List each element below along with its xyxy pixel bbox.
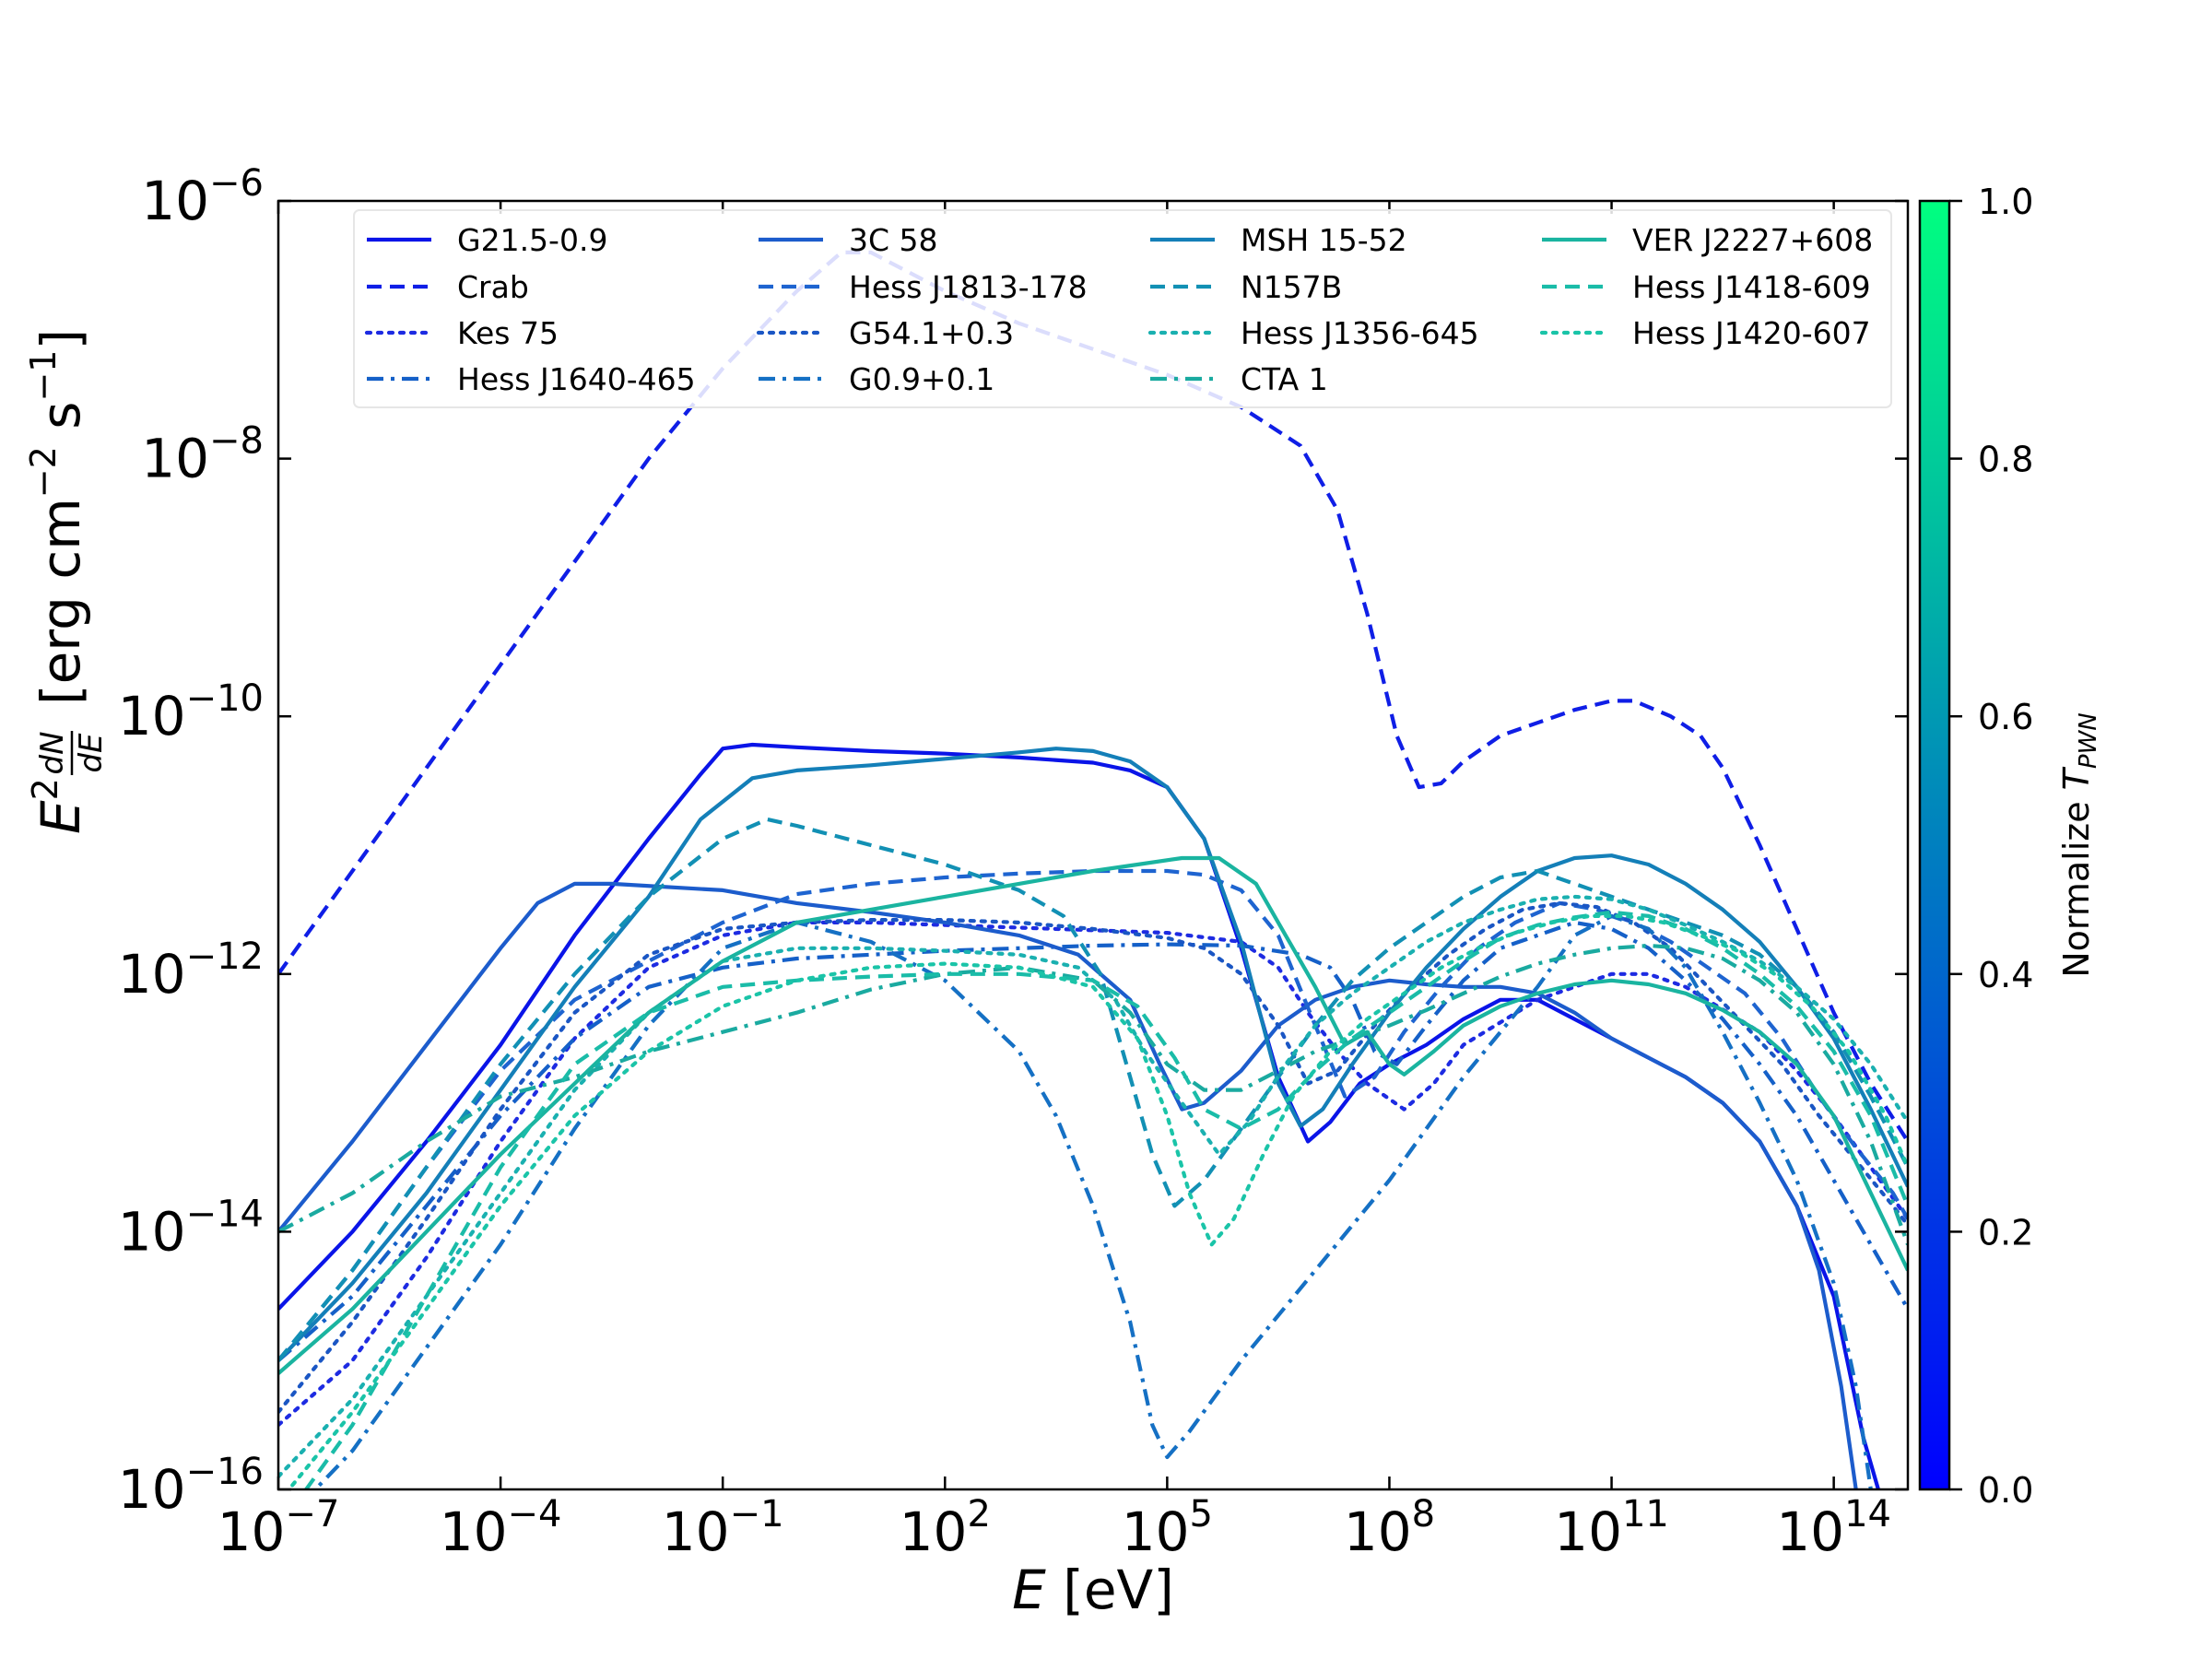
legend-label: G0.9+0.1 xyxy=(849,361,994,397)
series-line-cta-1 xyxy=(278,943,1908,1246)
x-axis-label: E [eV] xyxy=(1012,1559,1174,1621)
legend-label: MSH 15-52 xyxy=(1241,222,1407,258)
x-tick-label: 102 xyxy=(900,1493,991,1563)
legend-label: G54.1+0.3 xyxy=(849,315,1014,351)
legend-label: Kes 75 xyxy=(457,315,559,351)
legend: G21.5-0.9 Crab Kes 75 Hess J1640-465 3C 58 He… xyxy=(353,209,1892,408)
colorbar: 0.0 0.2 0.4 0.6 0.8 1.0 Normalize TPWN xyxy=(1918,182,2102,1511)
x-tick-label: 10−7 xyxy=(218,1493,340,1563)
x-tick-label: 10−1 xyxy=(662,1493,784,1563)
svg-text:[erg cm−2 s−1]: [erg cm−2 s−1] xyxy=(23,329,92,705)
x-tick-label: 108 xyxy=(1344,1493,1435,1563)
legend-label: Crab xyxy=(457,269,529,305)
colorbar-tick-label: 0.4 xyxy=(1978,955,2033,995)
colorbar-tick-label: 0.0 xyxy=(1978,1470,2033,1511)
legend-label: Hess J1418-609 xyxy=(1632,269,1871,305)
svg-text:E2: E2 xyxy=(25,778,92,834)
legend-label: Hess J1356-645 xyxy=(1241,315,1479,351)
colorbar-tick-label: 0.8 xyxy=(1978,440,2033,480)
y-tick-label: 10−8 xyxy=(141,420,264,490)
legend-label: 3C 58 xyxy=(849,222,938,258)
svg-text:dE: dE xyxy=(73,733,110,773)
legend-entry: CTA 1 xyxy=(1150,361,1328,397)
legend-entry: MSH 15-52 xyxy=(1150,222,1407,258)
series-line-g0-9-0-1 xyxy=(312,913,1873,1489)
series-line-g54-1-0-3 xyxy=(278,900,1908,1415)
legend-entry: Hess J1420-607 xyxy=(1539,315,1871,351)
series-line-3c-58 xyxy=(278,881,1858,1489)
series-line-kes-75 xyxy=(278,920,1908,1428)
series-line-msh-15-52 xyxy=(278,747,1908,1362)
series-line-g21-5-0-9 xyxy=(278,742,1880,1489)
y-axis: 10−16 10−14 10−12 10−10 10−8 10−6 xyxy=(118,162,1908,1521)
legend-entry: Crab xyxy=(367,269,529,305)
legend-label: Hess J1813-178 xyxy=(849,269,1088,305)
legend-entry: G0.9+0.1 xyxy=(759,361,994,397)
colorbar-tick-label: 0.2 xyxy=(1978,1212,2033,1253)
legend-label: G21.5-0.9 xyxy=(457,222,607,258)
legend-entry: Hess J1640-465 xyxy=(367,361,696,397)
legend-label: VER J2227+608 xyxy=(1632,222,1873,258)
colorbar-tick-label: 1.0 xyxy=(1978,182,2033,222)
x-tick-label: 1011 xyxy=(1554,1493,1669,1563)
legend-label: Hess J1640-465 xyxy=(457,361,696,397)
legend-label: N157B xyxy=(1241,269,1342,305)
legend-entry: N157B xyxy=(1150,269,1342,305)
legend-frame xyxy=(353,209,1892,408)
curves-layer xyxy=(278,250,1908,1489)
legend-entry: Hess J1356-645 xyxy=(1147,315,1479,351)
series-line-hess-j1418-609 xyxy=(303,910,1908,1489)
y-tick-label: 10−10 xyxy=(118,677,264,747)
y-tick-label: 10−6 xyxy=(141,162,264,232)
series-line-hess-j1420-607 xyxy=(286,913,1908,1489)
y-tick-label: 10−12 xyxy=(118,935,264,1006)
legend-entry: VER J2227+608 xyxy=(1542,222,1873,258)
y-tick-label: 10−16 xyxy=(118,1451,264,1521)
legend-entry: G54.1+0.3 xyxy=(756,315,1014,351)
colorbar-ticks: 0.0 0.2 0.4 0.6 0.8 1.0 xyxy=(1949,182,2033,1511)
series-line-crab xyxy=(278,250,1908,1143)
colorbar-gradient xyxy=(1918,199,1951,1491)
legend-entry: G21.5-0.9 xyxy=(367,222,607,258)
legend-entry: 3C 58 xyxy=(759,222,938,258)
legend-label: CTA 1 xyxy=(1241,361,1328,397)
x-axis: 10−7 10−4 10−1 102 105 108 1011 1014 xyxy=(218,201,1891,1563)
y-axis-label: E2 dN dE [erg cm−2 s−1] xyxy=(23,329,110,834)
svg-text:dN: dN xyxy=(34,731,71,774)
series-line-n157b xyxy=(278,817,1908,1362)
legend-entry: Kes 75 xyxy=(364,315,559,351)
legend-entry: Hess J1813-178 xyxy=(759,269,1088,305)
legend-entry: Hess J1418-609 xyxy=(1542,269,1871,305)
colorbar-tick-label: 0.6 xyxy=(1978,697,2033,737)
x-tick-label: 10−4 xyxy=(440,1493,562,1563)
legend-label: Hess J1420-607 xyxy=(1632,315,1871,351)
series-line-ver-j2227-608 xyxy=(278,855,1908,1375)
x-tick-label: 1014 xyxy=(1776,1493,1891,1563)
plot-frame xyxy=(276,199,1910,1491)
series-line-hess-j1356-645 xyxy=(278,894,1908,1479)
series-line-hess-j1813-178 xyxy=(278,868,1908,1362)
x-tick-label: 105 xyxy=(1122,1493,1213,1563)
colorbar-label: Normalize TPWN xyxy=(2056,712,2102,978)
y-tick-label: 10−14 xyxy=(118,1193,264,1263)
